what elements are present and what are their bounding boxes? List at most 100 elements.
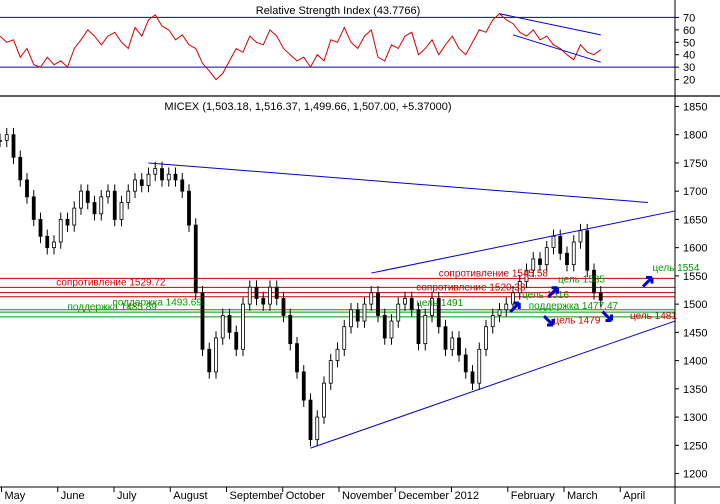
candle-body — [295, 343, 299, 373]
target-arrow-icon — [542, 314, 555, 327]
candle-body — [4, 134, 9, 141]
candle-body — [538, 258, 542, 265]
candle-body — [443, 326, 448, 350]
candle-body — [58, 219, 63, 243]
candle-body — [193, 224, 198, 294]
candle-body — [301, 371, 306, 401]
candle-body — [261, 298, 266, 305]
month-label: December — [398, 490, 449, 502]
price-tick-label: 1400 — [683, 356, 707, 368]
price-tick-label: 1450 — [683, 327, 707, 339]
candle-body — [207, 348, 212, 373]
rsi-tick-label: 30 — [683, 62, 695, 74]
candle-body — [274, 286, 279, 299]
rsi-tick-label: 60 — [683, 25, 695, 37]
price-tick-label: 1650 — [683, 214, 707, 226]
candle-body — [551, 235, 556, 249]
candle-body — [517, 281, 522, 294]
price-tick-label: 1300 — [683, 412, 707, 424]
candle-body — [544, 247, 549, 265]
candle-body — [349, 309, 353, 328]
target-arrow-icon — [509, 301, 521, 314]
candle-body — [92, 202, 97, 215]
candle-body — [571, 241, 576, 265]
price-tick-label: 1700 — [683, 186, 707, 198]
candle-body — [450, 337, 455, 350]
month-label: February — [511, 490, 556, 502]
candle-body — [119, 202, 124, 220]
candle-body — [369, 292, 374, 305]
candle-body — [565, 252, 569, 265]
candle-body — [409, 298, 414, 311]
candle-body — [187, 190, 191, 226]
rsi-title: Relative Strength Index (43.7766) — [256, 5, 421, 17]
month-label: March — [567, 490, 598, 502]
candle-body — [79, 190, 83, 209]
candle-body — [558, 235, 563, 254]
month-label: October — [286, 490, 325, 502]
candle-body — [45, 235, 50, 249]
candle-body — [463, 354, 468, 373]
rsi-series-line — [0, 13, 602, 81]
price-tick-label: 1350 — [683, 384, 707, 396]
candle-body — [268, 286, 272, 305]
price-trendline — [310, 320, 676, 449]
candle-body — [403, 298, 407, 305]
candle-body — [220, 315, 225, 339]
month-label: July — [117, 490, 137, 502]
candle-body — [342, 326, 347, 350]
price-annotation: цель 1481 — [630, 311, 677, 322]
month-label: August — [173, 490, 207, 502]
month-label: May — [5, 490, 26, 502]
price-tick-label: 1850 — [683, 101, 707, 113]
rsi-tick-label: 40 — [683, 50, 695, 62]
candle-body — [166, 173, 171, 181]
price-tick-label: 1750 — [683, 158, 707, 170]
candle-body — [598, 292, 603, 301]
candle-body — [31, 196, 36, 220]
price-trendline — [148, 162, 649, 203]
candle-body — [396, 303, 401, 322]
candle-body — [99, 196, 104, 215]
price-annotation: цель 1516 — [522, 290, 569, 301]
candle-body — [423, 315, 428, 345]
candle-body — [416, 309, 421, 345]
candle-body — [200, 292, 205, 350]
candle-body — [524, 269, 529, 282]
price-annotation: поддержка 1485.89 — [68, 302, 158, 313]
price-tick-label: 1200 — [683, 469, 707, 481]
candle-body — [328, 360, 333, 384]
candle-body — [281, 298, 286, 316]
price-trendline — [371, 210, 676, 274]
candle-body — [504, 303, 509, 311]
candle-body — [362, 303, 367, 322]
candle-body — [592, 269, 596, 294]
target-arrow-icon — [547, 286, 559, 298]
candle-body — [315, 416, 320, 441]
candle-body — [376, 292, 380, 316]
target-arrow-icon — [601, 310, 613, 323]
price-tick-label: 1500 — [683, 299, 707, 311]
candle-body — [38, 219, 43, 237]
rsi-trendline — [512, 34, 601, 63]
candle-body — [65, 219, 70, 226]
candle-body — [477, 348, 482, 384]
candle-body — [241, 303, 245, 350]
price-tick-label: 1600 — [683, 243, 707, 255]
candle-body — [436, 298, 441, 328]
candle-body — [214, 337, 218, 373]
candle-body — [288, 315, 293, 345]
candle-body — [126, 190, 131, 203]
candle-body — [25, 179, 29, 198]
candle-body — [511, 292, 515, 305]
month-label: April — [623, 490, 645, 502]
price-tick-label: 1550 — [683, 271, 707, 283]
rsi-trendline — [499, 13, 601, 36]
candle-body — [470, 371, 475, 384]
month-label: November — [342, 490, 393, 502]
price-title: MICEX (1,503.18, 1,516.37, 1,499.66, 1,5… — [164, 101, 451, 113]
candle-body — [355, 309, 360, 322]
candle-body — [227, 315, 232, 333]
